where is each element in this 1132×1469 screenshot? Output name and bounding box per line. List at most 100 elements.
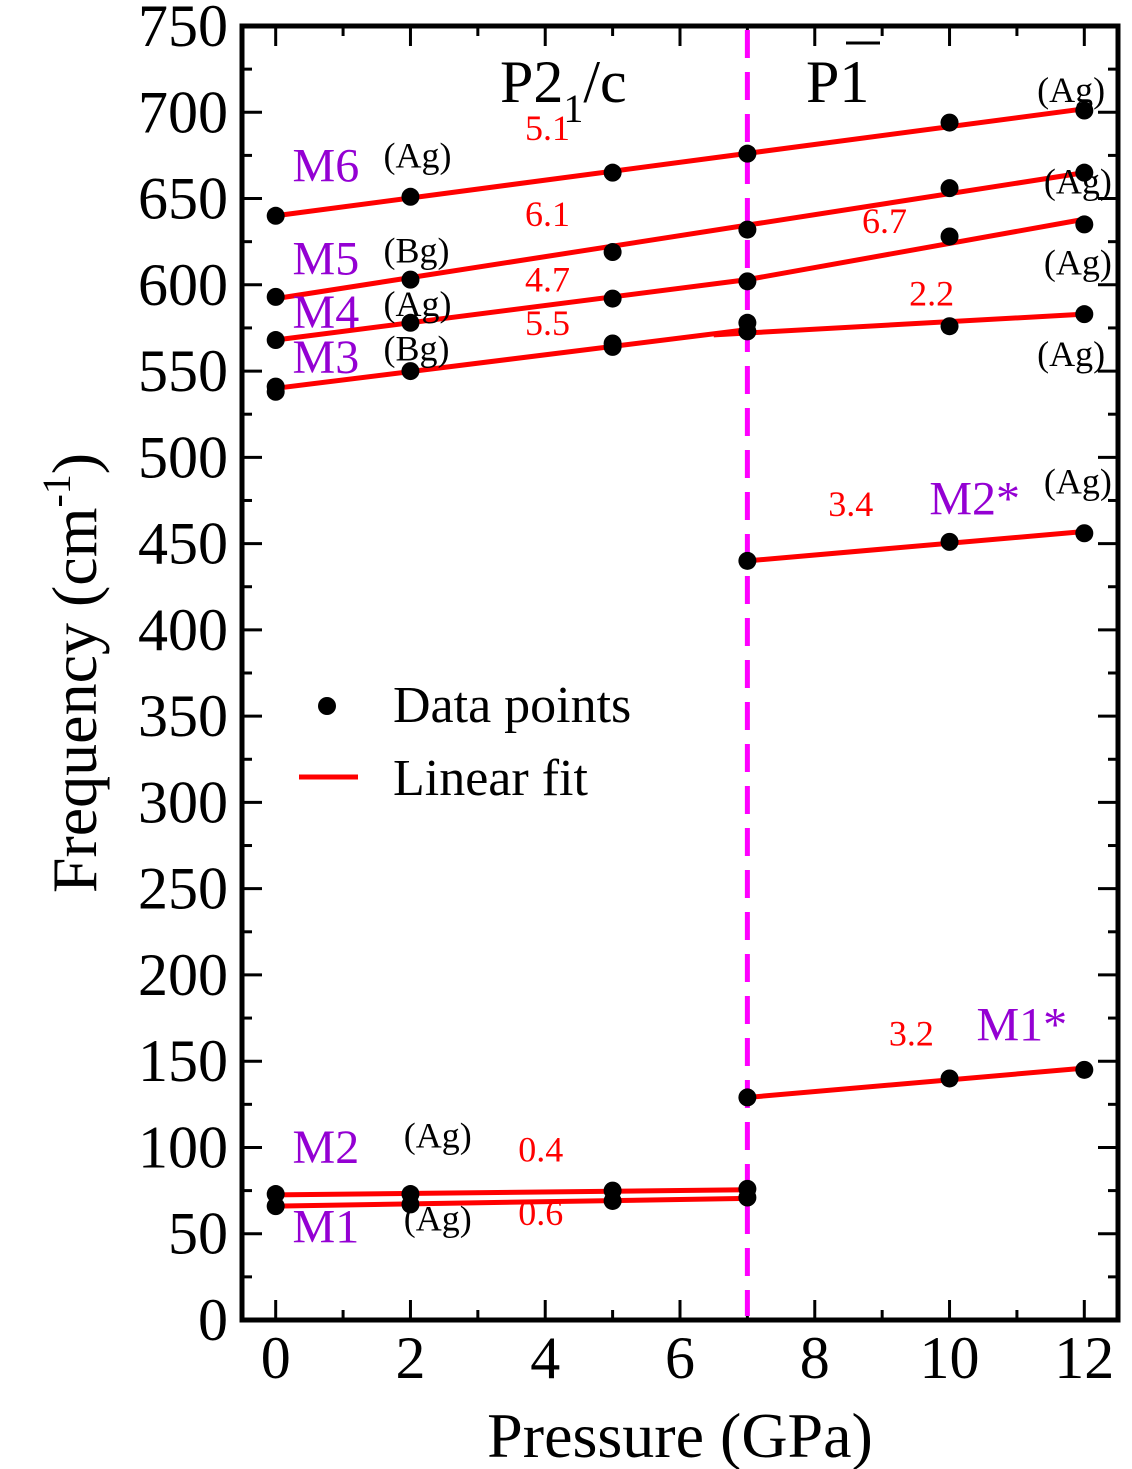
data-point-m3 [401, 362, 420, 381]
data-point-m5 [401, 270, 420, 289]
mode-label: M1* [976, 998, 1067, 1051]
slope-label: 0.4 [518, 1129, 563, 1169]
y-tick-label: 400 [138, 597, 228, 663]
data-point-m1 [266, 1197, 285, 1216]
x-tick-label: 2 [395, 1325, 425, 1391]
symmetry-label: (Ag) [1037, 334, 1105, 374]
data-point-m4 [738, 272, 757, 291]
data-point-m3-high [738, 322, 757, 341]
data-point-m5 [940, 179, 959, 198]
symmetry-label: (Ag) [384, 284, 452, 324]
data-point-m5 [266, 287, 285, 306]
data-point-m3 [266, 377, 285, 396]
y-tick-label: 550 [138, 338, 228, 404]
symmetry-label: (Bg) [384, 230, 450, 270]
slope-label: 6.7 [862, 201, 907, 241]
x-tick-label: 10 [920, 1325, 980, 1391]
fit-line-m1 [275, 1195, 748, 1209]
y-tick-label: 350 [138, 683, 228, 749]
symmetry-label: (Ag) [1037, 70, 1105, 110]
y-tick-label: 0 [198, 1287, 228, 1353]
data-points [266, 101, 1094, 1216]
fit-line-m2-star [747, 529, 1085, 564]
fit-line-m4-high [746, 216, 1085, 283]
x-tick-label: 6 [665, 1325, 695, 1391]
phase-right-bar: 1 [839, 49, 869, 115]
y-tick-label: 200 [138, 942, 228, 1008]
x-axis-label: Pressure (GPa) [487, 1400, 873, 1469]
data-point-m4 [401, 313, 420, 332]
data-point-m4 [603, 289, 622, 308]
data-point-m3-high [1075, 305, 1094, 324]
phase-left-base: P2 [500, 49, 563, 115]
data-point-m1 [738, 1188, 757, 1207]
slope-label: 6.1 [525, 194, 570, 234]
slope-label: 5.1 [525, 108, 570, 148]
y-tick-label: 500 [138, 424, 228, 490]
y-tick-label: 150 [138, 1028, 228, 1094]
symmetry-label: (Ag) [384, 135, 452, 175]
legend-fit-label: Linear fit [393, 750, 588, 807]
slope-label: 3.4 [828, 484, 873, 524]
data-point-m1 [401, 1195, 420, 1214]
data-point-m2-star [1075, 524, 1094, 543]
x-tick-label: 12 [1054, 1325, 1114, 1391]
slope-label: 2.2 [909, 274, 954, 314]
y-axis-label-main: Frequency (cm [39, 508, 110, 894]
data-point-m5 [1075, 163, 1094, 182]
y-tick-label: 650 [138, 166, 228, 232]
data-point-m4 [1075, 215, 1094, 234]
fit-line-m3 [275, 327, 748, 391]
data-point-m1-star [940, 1069, 959, 1088]
slope-label: 0.6 [518, 1193, 563, 1233]
slope-label: 3.2 [889, 1014, 934, 1054]
symmetry-label: (Ag) [404, 1115, 472, 1155]
mode-label: M2* [929, 472, 1020, 525]
phase-right-base: P [806, 49, 839, 115]
data-point-m6 [1075, 101, 1094, 120]
legend-points-label: Data points [393, 677, 631, 734]
data-point-m4 [266, 331, 285, 350]
svg-text:P21/c: P21/c [500, 49, 627, 131]
phase-label-left: P21/c [500, 49, 627, 131]
svg-text:P1: P1 [806, 49, 869, 115]
y-tick-label: 600 [138, 252, 228, 318]
mode-label: M5 [293, 232, 360, 285]
slope-label: 4.7 [525, 260, 570, 300]
x-tick-label: 8 [800, 1325, 830, 1391]
y-tick-label: 300 [138, 769, 228, 835]
data-point-m1 [603, 1191, 622, 1210]
data-point-m1-star [738, 1088, 757, 1107]
phase-left-rest: /c [583, 49, 626, 115]
data-point-m5 [603, 243, 622, 262]
y-axis-label: Frequency (cm-1) [34, 453, 110, 893]
y-tick-label: 100 [138, 1114, 228, 1180]
data-point-m6 [401, 187, 420, 206]
y-tick-label: 50 [168, 1201, 228, 1267]
symmetry-label: (Ag) [1044, 242, 1112, 282]
data-point-m6 [603, 163, 622, 182]
symmetry-label: (Bg) [384, 329, 450, 369]
y-tick-label: 700 [138, 79, 228, 145]
fit-line-m4 [275, 277, 748, 343]
axis-tick-labels: 0 2 4 6 8 10 12 0 50 100 150 200 250 300 350 400 450 500 5… [138, 0, 1114, 1391]
data-point-m1-star [1075, 1060, 1094, 1079]
data-point-m3-high [940, 317, 959, 336]
data-point-m6 [738, 144, 757, 163]
plot-frame [239, 23, 1121, 1323]
data-point-m2-star [738, 551, 757, 570]
symmetry-label: (Ag) [1044, 462, 1112, 502]
y-tick-label: 250 [138, 856, 228, 922]
y-tick-label: 450 [138, 511, 228, 577]
mode-label: M6 [293, 139, 360, 192]
legend-point-marker [318, 697, 336, 715]
y-axis-label-close: ) [39, 453, 110, 474]
x-tick-label: 4 [530, 1325, 560, 1391]
symmetry-label: (Ag) [404, 1198, 472, 1238]
fit-line-m2 [275, 1187, 748, 1198]
symmetry-label: (Ag) [1044, 161, 1112, 201]
mode-label: M4 [293, 286, 360, 339]
slope-label: 5.5 [525, 303, 570, 343]
data-point-m2-star [940, 532, 959, 551]
